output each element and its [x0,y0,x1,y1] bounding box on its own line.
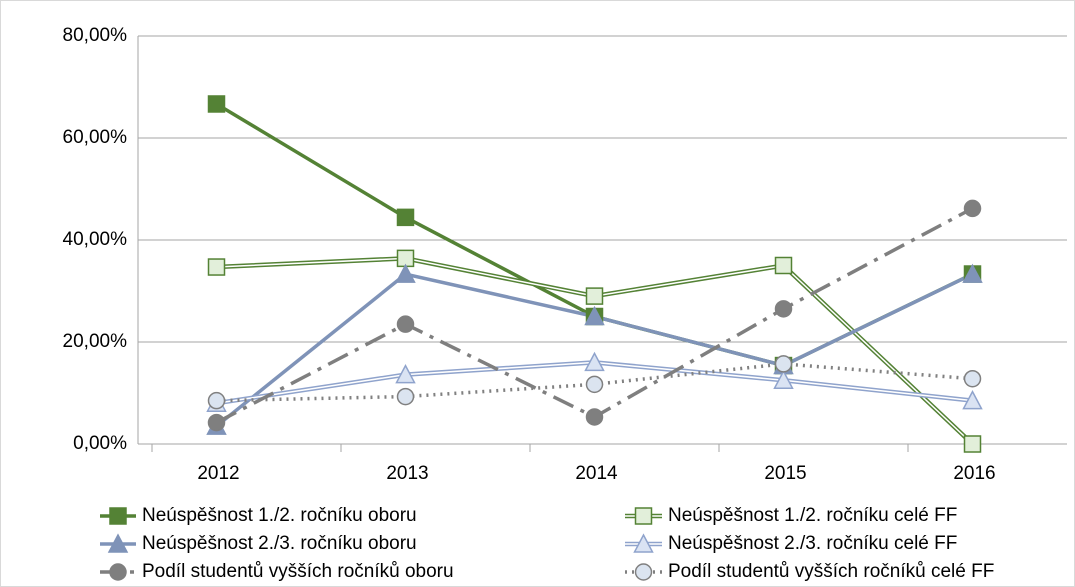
marker [396,315,415,333]
marker [773,369,794,389]
legend-marker [109,507,127,525]
legend-label: Neúspěšnost 2./3. ročníku oboru [142,533,417,554]
marker [207,258,226,276]
x-tick-label: 2012 [197,463,239,484]
legend-marker [634,507,653,525]
legend-label: Podíl studentů vyšších ročníků celé FF [668,561,994,582]
marker [395,263,416,283]
marker [396,387,415,406]
y-tick-label: 20,00% [63,331,128,352]
marker [963,369,982,388]
marker [774,355,793,373]
marker [774,300,793,318]
x-tick-label: 2016 [953,463,995,484]
marker [584,305,605,326]
legend-label: Podíl studentů vyšších ročníků oboru [142,561,454,582]
marker [963,435,982,453]
legend-marker [107,533,129,553]
marker [962,263,983,283]
y-tick-label: 60,00% [63,127,128,148]
marker [585,408,604,426]
x-tick-label: 2013 [386,463,428,484]
marker [962,390,983,410]
legend-marker [634,563,653,581]
y-tick-label: 80,00% [63,25,128,46]
legend-label: Neúspěšnost 1./2. ročníku oboru [142,505,417,526]
legend-label: Neúspěšnost 1./2. ročníku celé FF [668,505,957,526]
y-tick-label: 40,00% [63,229,128,250]
marker [207,413,226,432]
x-tick-label: 2015 [764,463,806,484]
x-tick-label: 2014 [575,463,618,484]
marker [207,95,226,113]
legend-marker [633,533,654,553]
marker [396,208,415,227]
marker [207,391,226,410]
marker [395,364,416,384]
marker [585,287,604,305]
legend-marker [109,563,127,581]
y-tick-label: 0,00% [73,433,127,454]
marker [584,351,605,372]
marker [774,256,793,275]
marker [585,375,604,394]
legend-label: Neúspěšnost 2./3. ročníku celé FF [668,533,957,554]
marker [963,199,982,218]
